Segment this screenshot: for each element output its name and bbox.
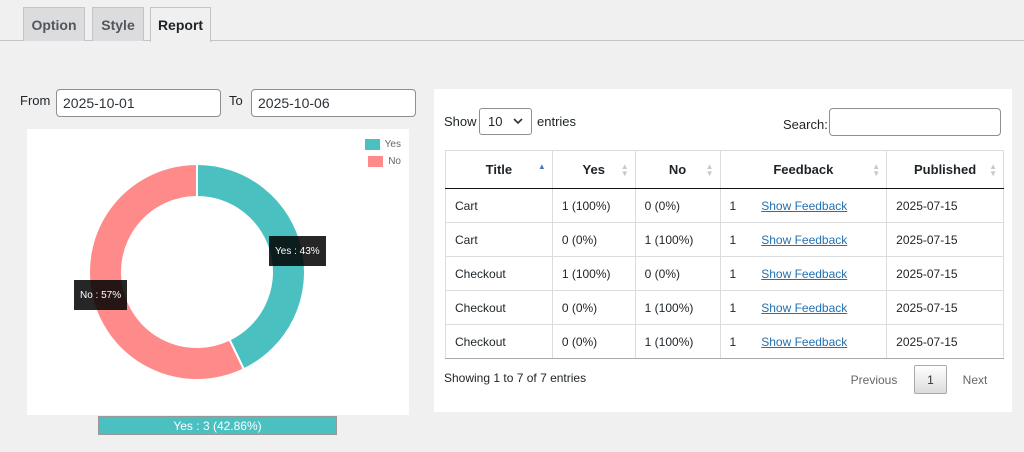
cell-yes: 0 (0%) <box>551 324 636 359</box>
column-header-no-label: No <box>668 162 687 177</box>
column-header-no[interactable]: No ▲ ▼ <box>634 150 721 189</box>
feedback-count: 1 <box>729 266 737 281</box>
cell-published: 2025-07-15 <box>886 256 1004 291</box>
table-row: Cart 0 (0%) 1 (100%) 1 Show Feedback 2025… <box>445 222 1004 257</box>
cell-no: 1 (100%) <box>634 222 721 257</box>
tooltip-yes: Yes : 43% <box>269 236 326 266</box>
cell-feedback: 1 Show Feedback <box>719 324 888 359</box>
doughnut-slice-no[interactable] <box>88 162 246 381</box>
legend-item-no[interactable]: No <box>365 156 401 167</box>
table-row: Checkout 0 (0%) 1 (100%) 1 Show Feedback … <box>445 290 1004 325</box>
feedback-count: 1 <box>729 232 737 247</box>
cell-no: 0 (0%) <box>634 256 721 291</box>
column-header-title-label: Title <box>485 162 513 177</box>
cell-no: 1 (100%) <box>634 290 721 325</box>
show-feedback-link[interactable]: Show Feedback <box>761 300 848 315</box>
cell-title: Cart <box>445 222 553 257</box>
doughnut-slice-yes[interactable] <box>196 162 306 371</box>
chart-panel: Yes No Yes : 43% No : 57% <box>27 129 409 415</box>
tab-option[interactable]: Option <box>23 7 85 41</box>
entries-length-select[interactable]: 10 <box>479 108 532 135</box>
legend-swatch-yes <box>364 139 380 150</box>
legend-label-yes: Yes <box>384 139 401 150</box>
cell-yes: 0 (0%) <box>551 222 636 257</box>
tab-style[interactable]: Style <box>92 7 144 41</box>
pager-next-button[interactable]: Next <box>962 372 988 387</box>
sort-icon: ▲ ▼ <box>705 162 714 178</box>
tab-bar: Option Style Report <box>0 0 1024 42</box>
cell-feedback: 1 Show Feedback <box>719 188 888 223</box>
cell-title: Cart <box>445 188 553 223</box>
column-header-title[interactable]: Title ▲ <box>445 150 553 189</box>
cell-feedback: 1 Show Feedback <box>719 256 888 291</box>
to-label: To <box>229 93 243 108</box>
entries-length-value: 10 <box>488 114 503 129</box>
column-header-published[interactable]: Published ▲ ▼ <box>886 150 1004 189</box>
chart-legend: Yes No <box>364 139 401 173</box>
cell-published: 2025-07-15 <box>886 290 1004 325</box>
from-date-input[interactable] <box>56 89 221 117</box>
sort-icon: ▲ ▼ <box>620 162 629 178</box>
from-label: From <box>20 93 51 108</box>
entries-label: entries <box>537 114 577 129</box>
table-row: Checkout 0 (0%) 1 (100%) 1 Show Feedback … <box>445 324 1004 359</box>
show-label: Show <box>444 114 477 129</box>
column-header-yes-label: Yes <box>582 162 605 177</box>
cell-feedback: 1 Show Feedback <box>719 290 888 325</box>
report-table-panel: Show 10 entries Search: Title ▲ Yes ▲ ▼ No ▲… <box>434 89 1012 412</box>
feedback-count: 1 <box>729 334 737 349</box>
pager-page-1-button[interactable]: 1 <box>914 365 947 394</box>
table-row: Cart 1 (100%) 0 (0%) 1 Show Feedback 2025… <box>445 188 1004 223</box>
feedback-count: 1 <box>729 198 737 213</box>
doughnut-chart <box>88 162 306 381</box>
table-row: Checkout 1 (100%) 0 (0%) 1 Show Feedback … <box>445 256 1004 291</box>
summary-bar: Yes : 3 (42.86%) <box>98 416 337 435</box>
tooltip-no: No : 57% <box>74 280 128 310</box>
column-header-published-label: Published <box>914 162 977 177</box>
show-feedback-link[interactable]: Show Feedback <box>761 232 848 247</box>
cell-no: 1 (100%) <box>634 324 721 359</box>
table-info: Showing 1 to 7 of 7 entries <box>444 371 587 385</box>
to-date-input[interactable] <box>251 89 416 117</box>
cell-published: 2025-07-15 <box>886 188 1004 223</box>
search-label: Search: <box>783 117 828 132</box>
cell-feedback: 1 Show Feedback <box>719 222 888 257</box>
tab-report[interactable]: Report <box>150 7 211 42</box>
sort-asc-icon: ▲ <box>537 162 546 171</box>
cell-title: Checkout <box>445 324 553 359</box>
legend-label-no: No <box>388 156 401 167</box>
report-table: Title ▲ Yes ▲ ▼ No ▲ ▼ Feedback ▲ ▼ Published ▲ ▼… <box>445 150 1004 359</box>
cell-title: Checkout <box>445 290 553 325</box>
column-header-yes[interactable]: Yes ▲ ▼ <box>551 150 636 189</box>
show-feedback-link[interactable]: Show Feedback <box>761 198 848 213</box>
legend-swatch-no <box>368 156 384 167</box>
chevron-down-icon <box>513 118 523 125</box>
cell-published: 2025-07-15 <box>886 324 1004 359</box>
cell-yes: 1 (100%) <box>551 256 636 291</box>
sort-icon: ▲ ▼ <box>872 162 881 178</box>
cell-yes: 0 (0%) <box>551 290 636 325</box>
pager-previous-button[interactable]: Previous <box>850 372 898 387</box>
legend-item-yes[interactable]: Yes <box>364 139 401 150</box>
feedback-count: 1 <box>729 300 737 315</box>
show-feedback-link[interactable]: Show Feedback <box>761 266 848 281</box>
show-feedback-link[interactable]: Show Feedback <box>761 334 848 349</box>
search-input[interactable] <box>829 108 1001 136</box>
cell-title: Checkout <box>445 256 553 291</box>
column-header-feedback-label: Feedback <box>773 162 834 177</box>
cell-no: 0 (0%) <box>634 188 721 223</box>
cell-yes: 1 (100%) <box>551 188 636 223</box>
cell-published: 2025-07-15 <box>886 222 1004 257</box>
sort-icon: ▲ ▼ <box>989 162 997 178</box>
column-header-feedback[interactable]: Feedback ▲ ▼ <box>719 150 888 189</box>
